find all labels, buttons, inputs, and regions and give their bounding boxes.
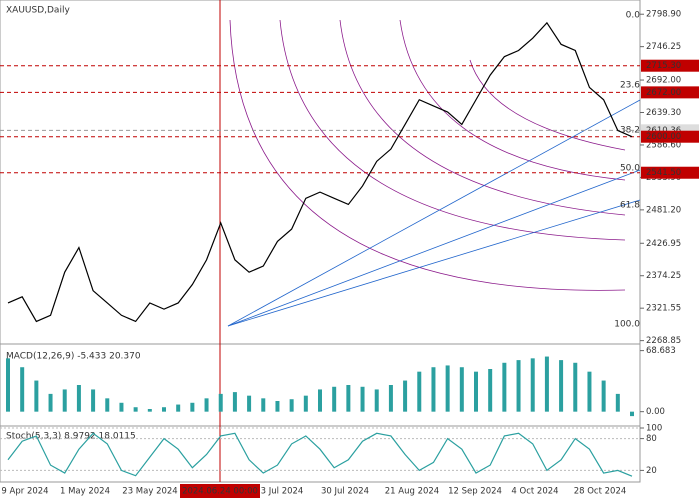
bar (6, 358, 10, 412)
chart-title: XAUUSD,Daily (6, 6, 70, 16)
x-tick-label: 1 May 2024 (60, 487, 110, 497)
bar (261, 398, 266, 412)
y-tick-label: 2639.30 (646, 108, 681, 118)
level-tag (641, 130, 699, 143)
bar (587, 371, 592, 412)
y-tick-label: 68.683 (646, 346, 676, 356)
bar (417, 371, 422, 412)
bar (76, 385, 81, 412)
bar (403, 380, 408, 412)
fib-labels: 0.0 23.6 38.2 50.0 61.8 100.0 (614, 11, 640, 330)
fib-label: 100.0 (614, 320, 640, 330)
x-tick-label: 9 Apr 2024 (1, 487, 48, 497)
y-tick-label: 2426.95 (646, 239, 681, 249)
bar (630, 411, 634, 417)
bar (615, 393, 620, 412)
x-tick-label: 30 Jul 2024 (321, 487, 369, 497)
bar (474, 371, 478, 412)
bar (530, 358, 535, 412)
fib-label: 0.0 (626, 11, 641, 21)
y-tick-label: 80 (646, 434, 657, 444)
stoch-title: Stoch(5,3,3) 8.9792 18.0115 (6, 432, 136, 442)
bar (488, 369, 493, 412)
y-tick-label: 20 (646, 466, 657, 476)
bar (247, 395, 252, 412)
y-tick-label: 2798.90 (646, 10, 681, 20)
fib-label: 61.8 (620, 201, 640, 211)
x-tick-label: 28 Oct 2024 (574, 487, 627, 497)
bar (176, 404, 181, 412)
x-tick-label: 12 Sep 2024 (448, 487, 502, 497)
fib-label: 38.2 (620, 126, 640, 136)
bar (20, 367, 25, 412)
level-label: 2541.50 (646, 168, 681, 178)
bar (204, 398, 209, 412)
fib-label: 50.0 (620, 164, 640, 174)
bar (374, 389, 379, 412)
bar (573, 362, 578, 412)
macd-title: MACD(12,26,9) -5.433 20.370 (6, 352, 141, 362)
bar (147, 409, 152, 412)
level-label: 2715.30 (646, 61, 681, 71)
price-line (7, 21, 633, 323)
y-tick-label: 2586.60 (646, 140, 681, 150)
bar (346, 385, 351, 412)
y-tick-label: 2321.55 (646, 304, 681, 314)
level-tag (641, 86, 699, 99)
x-tick-label: 21 Aug 2024 (385, 487, 439, 497)
bar (559, 360, 564, 412)
level-tag (641, 166, 699, 179)
x-tick-label: 4 Oct 2024 (511, 487, 558, 497)
fib-fan (227, 99, 641, 327)
bar (34, 380, 39, 412)
bar (431, 367, 436, 412)
bar (218, 393, 223, 412)
bar (133, 407, 138, 412)
bar (275, 401, 280, 412)
y-tick-label: 0.00 (646, 407, 665, 417)
bar (601, 380, 606, 412)
y-tick-label: 2481.20 (646, 205, 681, 215)
bar (360, 386, 365, 412)
level-label: 2600.00 (646, 132, 681, 142)
bar (544, 356, 549, 412)
y-tick-label: 100 (646, 424, 662, 434)
y-tick-label: 2374.25 (646, 271, 681, 281)
price-line (7, 432, 633, 477)
x-tick-label: 3 Jul 2024 (261, 487, 304, 497)
x-tick-label: 2024.06.24 00:00 (182, 487, 258, 497)
level-tag (641, 59, 699, 72)
bar (303, 395, 308, 412)
bar (332, 386, 337, 412)
date-tag (180, 484, 260, 498)
bar (62, 389, 67, 412)
y-tick-label: 2268.85 (646, 336, 681, 346)
bar (119, 402, 124, 412)
bar (502, 362, 507, 412)
bar (91, 389, 96, 412)
bar (162, 407, 166, 412)
bar (445, 365, 450, 412)
fib-label: 23.6 (620, 81, 640, 91)
bar (388, 385, 393, 412)
bar (105, 398, 110, 412)
bar (48, 393, 53, 412)
y-tick-label: 2692.00 (646, 76, 681, 86)
bar (459, 367, 464, 412)
level-label: 2672.00 (646, 88, 681, 98)
x-tick-label: 23 May 2024 (122, 487, 177, 497)
bar (232, 392, 237, 412)
y-tick-label: 2746.25 (646, 42, 681, 52)
bar (318, 389, 322, 412)
bar (190, 402, 195, 412)
bar (516, 360, 521, 412)
bar (289, 399, 294, 412)
